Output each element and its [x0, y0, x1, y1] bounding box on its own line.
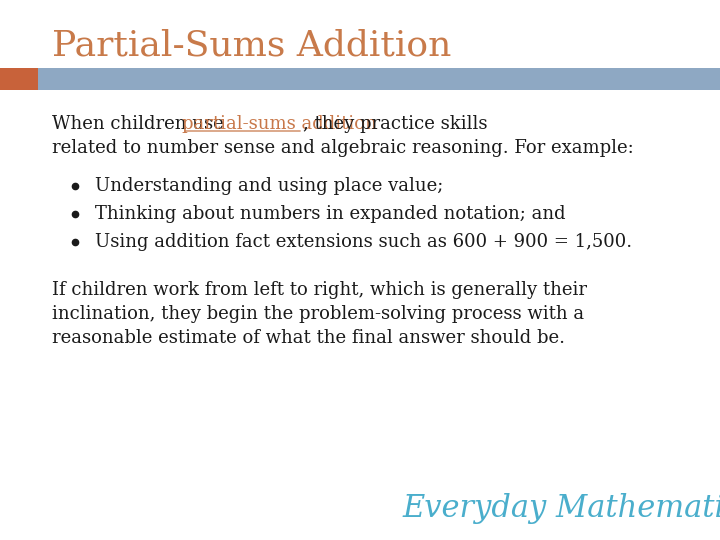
Text: partial-sums addition: partial-sums addition: [182, 115, 377, 133]
Text: If children work from left to right, which is generally their: If children work from left to right, whi…: [52, 281, 587, 299]
Text: inclination, they begin the problem-solving process with a: inclination, they begin the problem-solv…: [52, 305, 584, 323]
Text: Thinking about numbers in expanded notation; and: Thinking about numbers in expanded notat…: [95, 205, 566, 223]
Text: Understanding and using place value;: Understanding and using place value;: [95, 177, 444, 195]
Text: Using addition fact extensions such as 600 + 900 = 1,500.: Using addition fact extensions such as 6…: [95, 233, 632, 251]
Text: Everyday Mathemati: Everyday Mathemati: [402, 493, 720, 524]
Text: Partial-Sums Addition: Partial-Sums Addition: [52, 29, 451, 63]
FancyBboxPatch shape: [0, 68, 38, 90]
FancyBboxPatch shape: [0, 68, 720, 90]
Text: When children use: When children use: [52, 115, 230, 133]
Text: , they practice skills: , they practice skills: [303, 115, 487, 133]
Text: reasonable estimate of what the final answer should be.: reasonable estimate of what the final an…: [52, 329, 565, 347]
Text: related to number sense and algebraic reasoning. For example:: related to number sense and algebraic re…: [52, 139, 634, 157]
